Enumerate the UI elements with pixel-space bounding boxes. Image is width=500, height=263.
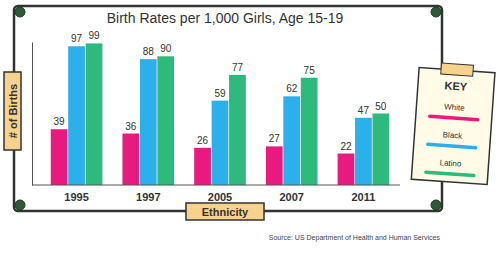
tack [431,7,441,17]
y-label-box: # of Births [4,72,21,150]
data-label: 59 [214,88,226,99]
data-label: 47 [358,105,370,116]
legend-label: Black [442,130,463,140]
bars [51,43,389,185]
x-label-bg [186,203,264,220]
data-label: 90 [160,43,172,54]
x-tick-label: 2005 [208,191,232,203]
x-tick: 1997 [136,191,160,203]
data-label: 88 [143,46,155,57]
bar [229,75,246,185]
legend-note [411,67,495,184]
x-tick-label: 2011 [351,191,375,203]
data-label: 75 [304,65,316,76]
bar [86,43,103,185]
chart: Birth Rates per 1,000 Girls, Age 15-19 39… [0,0,500,263]
x-tick: 2005 [208,191,232,203]
legend-swatch [426,172,474,175]
x-tick: 1995 [64,191,88,203]
bar [157,56,174,185]
data-labels: 39 36 26 27 22 97 88 59 62 47 99 90 77 75 50 [54,30,387,151]
x-tick: 2011 [351,191,375,203]
data-label: 99 [88,30,100,41]
bar [122,134,139,185]
data-label: 97 [71,33,83,44]
bar [338,154,355,185]
data-label: 50 [375,101,387,112]
y-axis [32,43,33,186]
bar [283,96,300,185]
x-axis-line [32,185,400,186]
y-label: # of Births [7,84,19,138]
tack [15,200,25,210]
data-label: 26 [197,135,209,146]
bar [140,59,157,185]
legend-title: KEY [444,79,468,93]
data-label: 36 [125,121,137,132]
bar [68,46,85,185]
title: Birth Rates per 1,000 Girls, Age 15-19 [107,10,344,26]
x-tick: 2007 [279,191,303,203]
data-label: 62 [286,83,298,94]
y-label-bg [4,72,21,150]
data-label: 39 [54,116,66,127]
bar [372,114,389,186]
bar [51,129,68,185]
x-axis: 1995 1997 2005 2007 2011 [32,185,400,203]
legend-swatch [430,116,478,119]
x-tick-label: 1997 [136,191,160,203]
tack [15,7,25,17]
x-label-box: Ethnicity [186,203,264,220]
data-label: 22 [340,141,352,152]
source: Source: US Department of Health and Huma… [269,234,441,242]
tack [431,200,441,210]
data-label: 77 [232,62,244,73]
board [14,6,442,211]
bar [194,148,211,185]
data-label: 27 [269,133,281,144]
bar [266,146,283,185]
bar [355,118,372,185]
bar [212,101,229,185]
x-tick-label: 1995 [64,191,88,203]
legend-tape [441,63,474,76]
x-tick-label: 2007 [279,191,303,203]
legend-label: White [444,102,466,112]
legend-label: Latino [439,158,462,169]
x-label: Ethnicity [202,206,249,218]
bar [301,78,318,185]
y-axis-line [32,43,33,186]
legend: KEY White Black Latino [411,62,495,185]
legend-swatch [428,144,476,147]
